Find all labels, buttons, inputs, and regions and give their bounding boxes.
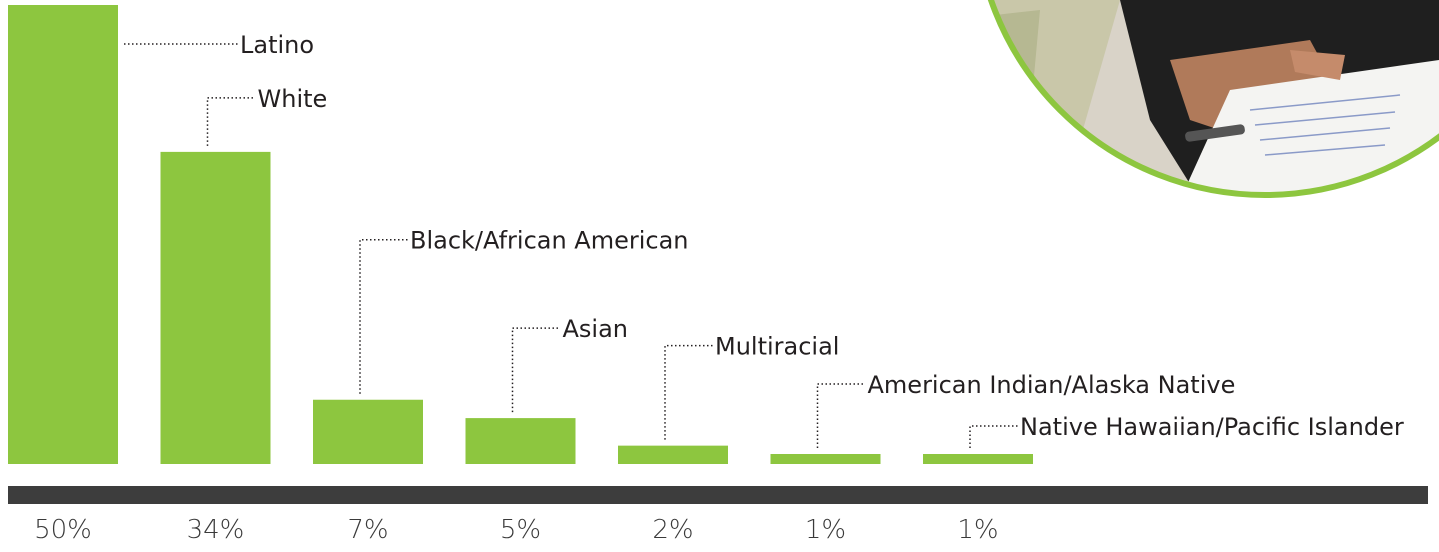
category-label-5: American Indian/Alaska Native [868, 371, 1236, 399]
bar-1 [160, 151, 271, 464]
leader-line-6 [969, 425, 1018, 448]
bar-6 [923, 454, 1033, 464]
category-labels-group: Latino White Black/African American Asian Mu… [240, 31, 1404, 441]
value-label-6: 1% [957, 515, 998, 545]
category-label-2: Black/African American [410, 227, 689, 255]
category-label-0: Latino [240, 31, 314, 59]
bar-5 [770, 454, 881, 464]
leader-line-3 [511, 327, 561, 413]
value-label-2: 7% [347, 515, 388, 545]
classroom-photo-icon [975, 0, 1439, 198]
category-label-6: Native Hawaiian/Pacific Islander [1020, 413, 1404, 441]
leader-line-1 [206, 97, 256, 146]
value-label-4: 2% [652, 515, 693, 545]
category-label-1: White [258, 85, 328, 113]
leader-line-5 [816, 383, 866, 448]
bar-2 [313, 399, 423, 464]
leader-line-2 [359, 238, 408, 394]
leader-lines-group [124, 43, 1018, 448]
value-label-3: 5% [500, 515, 541, 545]
value-label-1: 34% [187, 515, 245, 545]
bar-4 [618, 445, 728, 464]
value-label-5: 1% [805, 515, 846, 545]
leader-line-4 [664, 344, 713, 440]
bars-group [8, 5, 1033, 464]
baseline-band [8, 486, 1428, 504]
value-label-0: 50% [34, 515, 92, 545]
bar-0 [8, 5, 118, 464]
category-label-4: Multiracial [715, 333, 839, 361]
category-label-3: Asian [563, 315, 629, 343]
value-labels-group: 50% 34% 7% 5% 2% 1% 1% [34, 515, 999, 545]
bar-3 [465, 418, 576, 464]
